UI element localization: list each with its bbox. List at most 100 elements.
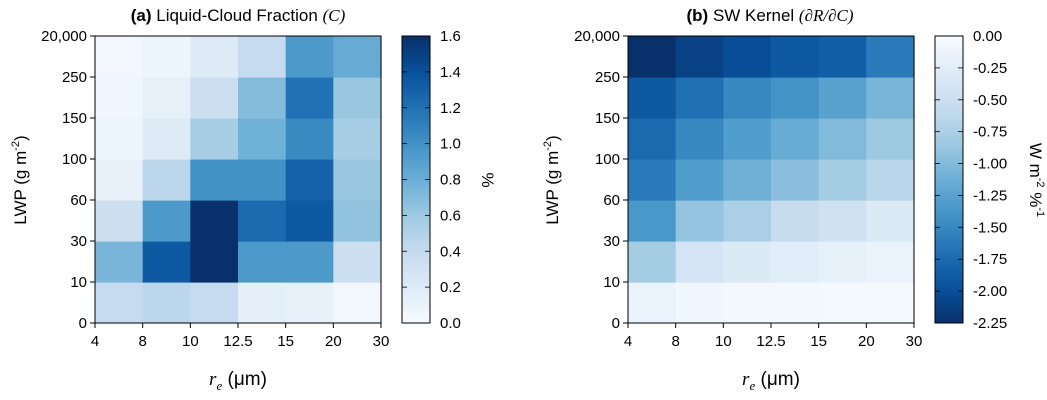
x-tick-label: 4 xyxy=(91,333,99,350)
heatmap-cell xyxy=(866,36,915,78)
colorbar-segment xyxy=(935,228,963,232)
colorbar-segment xyxy=(402,142,430,146)
heatmap-cell xyxy=(95,118,144,160)
colorbar-segment xyxy=(402,320,430,324)
colorbar-segment xyxy=(402,170,430,175)
colorbar-segment xyxy=(935,79,963,83)
colorbar-segment xyxy=(935,231,963,235)
colorbar-segment xyxy=(935,268,963,272)
colorbar-segment xyxy=(402,196,430,201)
heatmap-cell xyxy=(238,36,287,78)
heatmap-cell xyxy=(818,77,867,119)
colorbar-segment xyxy=(402,239,430,244)
heatmap-cell xyxy=(723,282,772,324)
colorbar-tick-label: 0.4 xyxy=(440,243,461,260)
colorbar-segment xyxy=(935,87,963,92)
colorbar-segment xyxy=(402,102,430,106)
colorbar-segment xyxy=(402,76,430,80)
colorbar-segment xyxy=(402,302,430,307)
heatmap-cell xyxy=(818,118,867,160)
colorbar-segment xyxy=(935,150,963,155)
colorbar-segment xyxy=(935,265,963,269)
colorbar-segment xyxy=(402,41,430,46)
colorbar-segment xyxy=(402,53,430,57)
colorbar-segment xyxy=(935,122,963,126)
colorbar-segment xyxy=(935,133,963,137)
x-tick-label: 15 xyxy=(277,333,294,350)
colorbar-segment xyxy=(402,36,430,40)
colorbar-segment xyxy=(402,265,430,269)
heatmap-cell xyxy=(95,36,144,78)
colorbar-segment xyxy=(935,254,963,258)
colorbar-segment xyxy=(935,279,963,284)
heatmap-cell xyxy=(675,159,724,201)
colorbar-segment xyxy=(402,93,430,97)
colorbar-segment xyxy=(402,113,430,117)
heatmap-cell xyxy=(628,200,677,242)
colorbar-segment xyxy=(935,185,963,189)
colorbar-segment xyxy=(402,305,430,310)
colorbar-tick-label: -1.75 xyxy=(973,251,1007,268)
colorbar-segment xyxy=(402,190,430,195)
x-axis-label: re (μm) xyxy=(742,369,800,393)
colorbar-segment xyxy=(402,182,430,186)
colorbar-segment xyxy=(935,41,963,46)
heatmap-cell xyxy=(285,36,334,78)
heatmap-cell xyxy=(95,77,144,119)
heatmap-cell xyxy=(675,77,724,119)
colorbar-segment xyxy=(402,308,430,313)
colorbar-segment xyxy=(402,179,430,183)
colorbar-segment xyxy=(935,173,963,178)
heatmap-cell xyxy=(142,159,191,201)
x-tick-label: 15 xyxy=(810,333,827,350)
colorbar-segment xyxy=(935,202,963,206)
colorbar-segment xyxy=(402,145,430,149)
colorbar-tick-label: -2.25 xyxy=(973,315,1007,332)
colorbar-segment xyxy=(402,162,430,166)
colorbar-segment xyxy=(935,67,963,71)
colorbar-tick-label: 0.2 xyxy=(440,279,461,296)
colorbar-segment xyxy=(935,242,963,247)
colorbar-ticks: 1.6 1.4 1.2 1.0 0.8 0.6 0.4 0.2 0.0 xyxy=(402,28,461,332)
panel-b-title-prefix: (b) xyxy=(686,6,708,25)
heatmap-cells xyxy=(95,36,382,324)
heatmap-cell xyxy=(333,118,382,160)
colorbar-segment xyxy=(402,317,430,321)
colorbar-tick-label: -1.25 xyxy=(973,187,1007,204)
heatmap-cell xyxy=(771,159,820,201)
colorbar-segment xyxy=(402,56,430,60)
colorbar-segment xyxy=(935,317,963,321)
colorbar-segment xyxy=(402,139,430,143)
colorbar-segment xyxy=(935,104,963,109)
colorbar-segment xyxy=(402,124,430,129)
heatmap-cell xyxy=(333,282,382,324)
colorbar-segment xyxy=(935,142,963,146)
x-tick-label: 8 xyxy=(671,333,679,350)
colorbar-segment xyxy=(402,44,430,48)
colorbar xyxy=(402,36,430,324)
colorbar-segment xyxy=(402,294,430,298)
colorbar-segment xyxy=(402,288,430,292)
colorbar-segment xyxy=(935,236,963,241)
colorbar-segment xyxy=(402,156,430,160)
heatmap-cell xyxy=(142,118,191,160)
colorbar-segment xyxy=(935,225,963,229)
colorbar-tick-label: -0.75 xyxy=(973,124,1007,141)
colorbar-segment xyxy=(402,213,430,218)
heatmap-cell xyxy=(285,77,334,119)
colorbar-segment xyxy=(402,173,430,178)
colorbar-ticks: 0.00 -0.25 -0.50 -0.75 -1.00 -1.25 -1.50 -1.75 -… xyxy=(935,28,1007,332)
colorbar-segment xyxy=(935,274,963,278)
heatmap-cell xyxy=(285,118,334,160)
colorbar-segment xyxy=(402,150,430,155)
x-axis-ticks: 4 8 10 12.5 15 20 30 xyxy=(624,323,922,350)
colorbar-segment xyxy=(935,288,963,292)
colorbar-segment xyxy=(935,38,963,43)
colorbar-segment xyxy=(935,93,963,97)
colorbar-segment xyxy=(935,300,963,304)
colorbar-segment xyxy=(935,53,963,57)
heatmap-cell xyxy=(723,36,772,78)
panel-b-title-symbol: (∂R/∂C) xyxy=(799,6,854,25)
y-tick-label: 100 xyxy=(62,151,87,168)
